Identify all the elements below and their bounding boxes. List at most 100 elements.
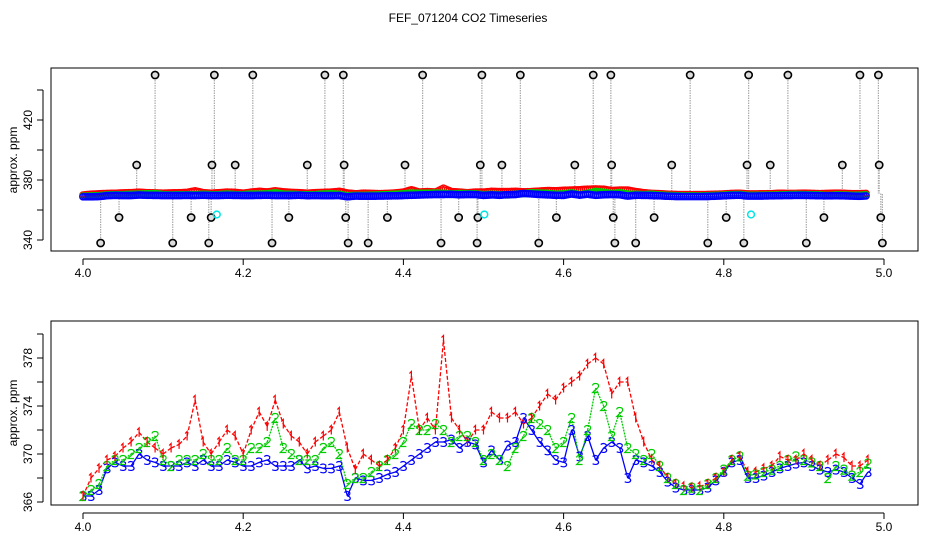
series-3-marker xyxy=(616,442,624,454)
series-1-segment xyxy=(130,431,140,443)
series-3-marker xyxy=(840,466,848,478)
series-2-marker xyxy=(559,436,568,448)
series-3-marker xyxy=(432,436,440,448)
bottom-x-tick-label: 5.0 xyxy=(876,520,893,534)
bottom-x-tick-label: 4.6 xyxy=(555,520,572,534)
series-3-marker xyxy=(247,460,255,472)
series-1-marker xyxy=(705,478,709,489)
series-3-marker xyxy=(768,466,776,478)
series-2-segment xyxy=(651,453,661,467)
series-3-marker xyxy=(648,460,656,472)
series-3-marker xyxy=(624,472,632,484)
series-1-segment xyxy=(555,387,565,401)
series-2-marker xyxy=(182,454,191,466)
series-2-marker xyxy=(735,451,744,462)
series-2-marker xyxy=(350,472,359,484)
series-1-marker xyxy=(264,420,268,431)
series-1-segment xyxy=(434,339,445,431)
series-1-marker xyxy=(529,412,533,423)
series-3-segment xyxy=(138,453,148,461)
series-1-marker xyxy=(537,400,541,411)
series-1-segment xyxy=(835,453,845,459)
series-1-segment xyxy=(162,447,172,455)
series-2-marker xyxy=(94,478,103,490)
series-1-marker xyxy=(593,352,597,363)
series-1-marker xyxy=(88,472,92,483)
series-1-segment xyxy=(178,435,188,445)
series-2-segment xyxy=(595,387,605,407)
flagged-point xyxy=(207,160,217,170)
series-2-marker xyxy=(679,484,688,496)
series-2-marker xyxy=(198,448,207,460)
series-1-marker xyxy=(601,358,605,369)
series-2-marker xyxy=(238,454,247,466)
series-2-marker xyxy=(543,424,552,436)
series-2-segment xyxy=(330,441,340,455)
series-2-marker xyxy=(158,454,167,466)
series-1-segment xyxy=(394,429,404,449)
series-1-marker xyxy=(200,436,204,447)
series-3-marker xyxy=(103,463,111,474)
flagged-point xyxy=(382,213,392,222)
top-x-tick-label: 4.4 xyxy=(395,266,412,280)
series-3-marker xyxy=(343,490,351,502)
series-1-marker xyxy=(489,406,493,417)
series-1-marker xyxy=(585,358,589,369)
series-2-marker xyxy=(382,454,391,466)
series-2-marker xyxy=(799,454,808,466)
flagged-point xyxy=(783,70,793,80)
series-2-segment xyxy=(90,483,100,491)
flagged-point xyxy=(320,70,330,80)
series-3-segment xyxy=(611,441,621,449)
series-2-marker xyxy=(254,442,263,454)
series-1-marker xyxy=(673,478,677,489)
series-1-marker xyxy=(304,448,308,459)
series-1-segment xyxy=(859,459,869,467)
series-3-marker xyxy=(824,466,832,478)
series-3-marker xyxy=(600,442,608,454)
series-3-marker xyxy=(263,454,271,466)
series-1-segment xyxy=(90,467,100,479)
series-3-marker xyxy=(287,460,295,472)
series-3-segment xyxy=(739,459,749,479)
series-1-segment xyxy=(266,399,276,427)
bottom-y-tick-label: 374 xyxy=(21,396,35,416)
flagged-point xyxy=(606,70,616,80)
series-3-marker xyxy=(191,460,199,472)
series-3-segment xyxy=(851,477,861,485)
top-panel: 4.0 4.2 4.4 4.6 4.8 5.0 340 380 420 xyxy=(21,67,919,280)
series-2-marker xyxy=(414,424,423,436)
series-1-segment xyxy=(106,455,116,461)
series-1-segment xyxy=(595,357,605,365)
series-1-segment xyxy=(402,375,413,431)
series-2-marker xyxy=(631,448,640,460)
series-1-segment xyxy=(362,453,372,461)
series-1-marker xyxy=(296,436,300,447)
series-3-marker xyxy=(207,460,215,472)
series-3-segment xyxy=(531,429,541,443)
top-x-tick-label: 4.0 xyxy=(75,266,92,280)
series-1-segment xyxy=(803,453,813,461)
series-2-marker xyxy=(150,430,159,442)
series-2-marker xyxy=(326,436,335,448)
series-1-marker xyxy=(280,418,284,429)
flagged-point xyxy=(534,238,544,248)
series-3-marker xyxy=(832,464,840,475)
series-1-marker xyxy=(785,454,789,465)
series-1-marker xyxy=(761,462,765,473)
top-x-tick-label: 5.0 xyxy=(876,266,893,280)
series-1-segment xyxy=(154,447,164,455)
series-2-marker xyxy=(278,442,287,454)
series-3-marker xyxy=(848,472,856,484)
series-1-segment xyxy=(210,441,220,455)
series-2-segment xyxy=(370,465,380,473)
series-1-segment xyxy=(603,363,613,395)
series-2-marker xyxy=(535,418,544,430)
series-3-marker xyxy=(456,442,464,454)
series-3-marker xyxy=(656,466,664,478)
series-2-segment xyxy=(266,417,276,443)
series-2-segment xyxy=(643,453,653,461)
series-2-marker xyxy=(599,400,608,412)
series-2-marker xyxy=(855,466,864,478)
